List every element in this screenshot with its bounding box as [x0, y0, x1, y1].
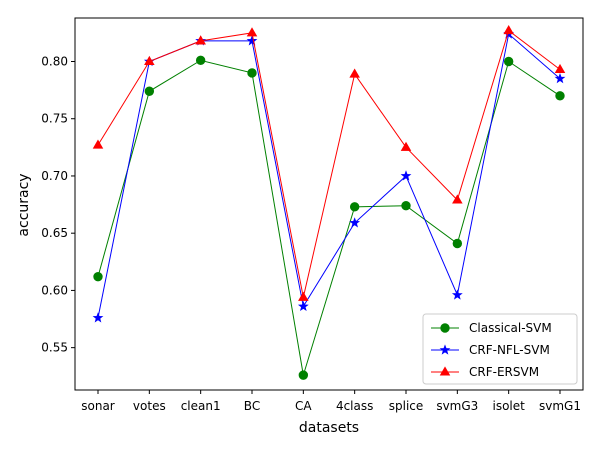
axes-layer: sonar votes clean1 BC CA 4class splice svmG3 iso… [41, 17, 584, 413]
data-point-crf-nfl-svm [554, 72, 566, 84]
legend: Classical-SVM CRF-NFL-SVM CRF-ERSVM [422, 313, 578, 385]
data-point-classical-svm [555, 91, 565, 101]
legend-marker-crf-nfl-svm [439, 344, 451, 355]
data-point-crf-ersvm [246, 27, 258, 37]
y-tick-label: 0.80 [41, 54, 68, 68]
x-tick-label: sonar [81, 399, 115, 413]
x-tick-label: BC [244, 399, 260, 413]
data-point-crf-nfl-svm [349, 217, 361, 228]
y-axis-label: accuracy [16, 173, 32, 236]
legend-label-classical-svm: Classical-SVM [469, 321, 552, 335]
data-point-crf-ersvm [503, 24, 514, 35]
plot-frame [74, 17, 584, 391]
legend-box [422, 313, 578, 385]
legend-label-crf-ersvm: CRF-ERSVM [469, 365, 539, 379]
data-point-crf-nfl-svm [246, 35, 258, 46]
x-tick-label: clean1 [181, 399, 221, 413]
data-point-crf-ersvm [554, 63, 566, 74]
series-line-classical-svm [97, 59, 561, 376]
data-point-classical-svm [298, 370, 309, 380]
data-point-crf-ersvm [195, 35, 206, 45]
data-point-crf-ersvm [144, 55, 155, 66]
x-axis-label: datasets [299, 420, 359, 436]
data-point-crf-nfl-svm [400, 170, 412, 181]
data-point-classical-svm [247, 68, 257, 78]
legend-marker-classical-svm [440, 323, 450, 333]
x-tick-label: votes [133, 399, 166, 413]
y-tick-label: 0.65 [41, 226, 68, 240]
series-line-crf-ersvm [97, 29, 561, 298]
y-tick-label: 0.55 [41, 341, 68, 355]
x-tick-label: splice [389, 399, 424, 413]
x-tick-label: svmG1 [539, 399, 581, 413]
legend-label-crf-nfl-svm: CRF-NFL-SVM [469, 343, 550, 357]
data-point-crf-nfl-svm [297, 300, 309, 312]
y-tick-label: 0.70 [41, 169, 68, 183]
data-point-crf-ersvm [452, 194, 463, 204]
y-tick-label: 0.60 [41, 283, 68, 297]
data-point-crf-nfl-svm [451, 289, 463, 300]
data-point-crf-ersvm [400, 141, 412, 151]
data-point-classical-svm [144, 86, 155, 96]
x-tick-label: 4class [336, 399, 373, 413]
data-point-crf-ersvm [92, 139, 104, 149]
x-tick-label: svmG3 [436, 399, 478, 413]
data-point-classical-svm [503, 56, 514, 67]
legend-marker-crf-ersvm [439, 366, 451, 376]
data-point-classical-svm [195, 55, 206, 66]
y-tick-label: 0.75 [41, 112, 68, 126]
data-point-classical-svm [452, 238, 463, 249]
data-point-classical-svm [349, 202, 360, 212]
data-point-classical-svm [401, 201, 411, 211]
data-point-crf-ersvm [298, 291, 309, 301]
data-point-classical-svm [93, 271, 103, 282]
x-tick-label: CA [295, 399, 312, 413]
series-layer [92, 24, 566, 380]
data-point-crf-ersvm [349, 68, 360, 78]
data-point-crf-nfl-svm [92, 312, 104, 323]
x-tick-label: isolet [492, 399, 525, 413]
